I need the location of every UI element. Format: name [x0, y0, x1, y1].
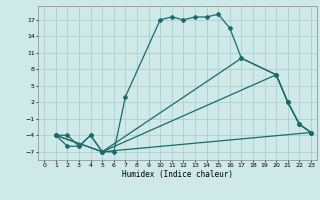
X-axis label: Humidex (Indice chaleur): Humidex (Indice chaleur) — [122, 170, 233, 179]
